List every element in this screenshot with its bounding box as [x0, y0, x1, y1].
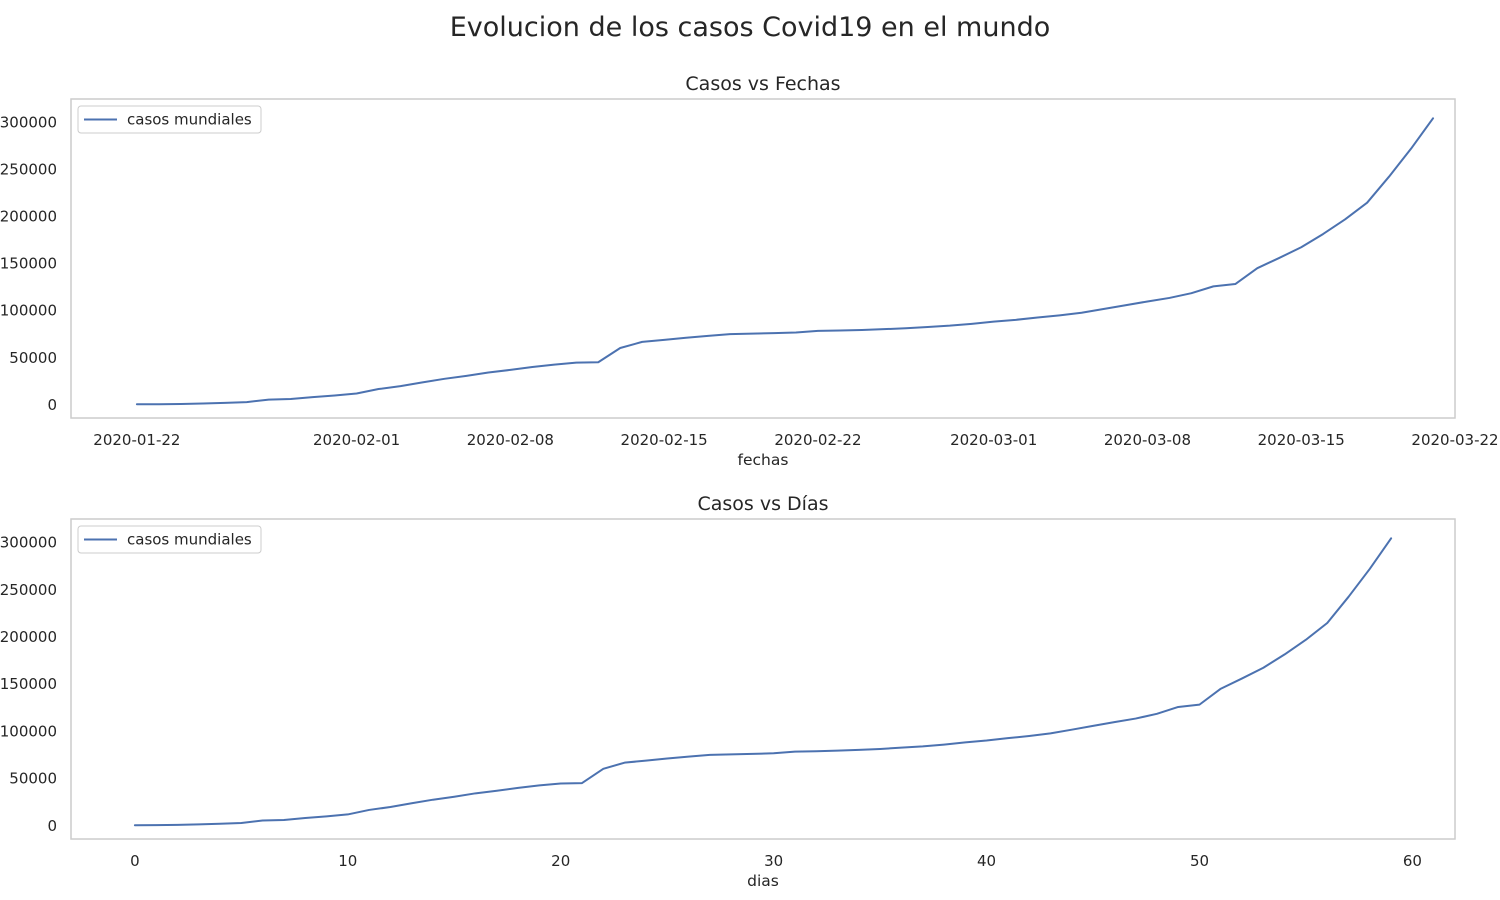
- y-tick-label: 300000: [0, 534, 57, 552]
- series-line: [133, 537, 1393, 827]
- x-tick-label: 50: [1190, 852, 1209, 870]
- y-tick-label: 50000: [9, 349, 57, 367]
- x-tick-label: 10: [338, 852, 357, 870]
- figure-title: Evolucion de los casos Covid19 en el mun…: [449, 12, 1051, 43]
- x-tick-label: 20: [551, 852, 570, 870]
- x-tick-label: 2020-02-01: [313, 431, 400, 449]
- legend-box: [77, 105, 262, 134]
- x-tick-label: 2020-03-15: [1258, 431, 1345, 449]
- legend-label: casos mundiales: [127, 111, 252, 129]
- y-tick-label: 300000: [0, 114, 57, 132]
- x-tick-label: 2020-03-22: [1411, 431, 1498, 449]
- x-tick-label: 0: [130, 852, 140, 870]
- y-tick-label: 200000: [0, 628, 57, 646]
- y-tick-label: 200000: [0, 208, 57, 226]
- y-tick-label: 150000: [0, 675, 57, 693]
- y-tick-label: 250000: [0, 161, 57, 179]
- plot-frame: [70, 98, 1456, 419]
- x-axis-label: fechas: [738, 451, 789, 469]
- x-tick-label: 2020-02-15: [621, 431, 708, 449]
- y-tick-label: 100000: [0, 302, 57, 320]
- plot-frame: [70, 518, 1456, 840]
- y-tick-label: 150000: [0, 255, 57, 273]
- x-tick-label: 2020-01-22: [93, 431, 180, 449]
- x-tick-label: 2020-02-22: [774, 431, 861, 449]
- series-line: [135, 117, 1435, 406]
- x-tick-label: 2020-02-08: [467, 431, 554, 449]
- chart-title: Casos vs Fechas: [685, 73, 840, 95]
- x-axis-label: dias: [747, 872, 779, 890]
- x-tick-label: 40: [977, 852, 996, 870]
- x-tick-label: 2020-03-08: [1104, 431, 1191, 449]
- x-tick-label: 2020-03-01: [950, 431, 1037, 449]
- y-tick-label: 0: [47, 396, 57, 414]
- y-tick-label: 50000: [9, 770, 57, 788]
- legend-box: [77, 525, 262, 554]
- x-tick-label: 60: [1403, 852, 1422, 870]
- y-tick-label: 250000: [0, 581, 57, 599]
- y-tick-label: 0: [47, 817, 57, 835]
- chart-title: Casos vs Días: [697, 493, 828, 515]
- legend-label: casos mundiales: [127, 531, 252, 549]
- y-tick-label: 100000: [0, 722, 57, 740]
- x-tick-label: 30: [764, 852, 783, 870]
